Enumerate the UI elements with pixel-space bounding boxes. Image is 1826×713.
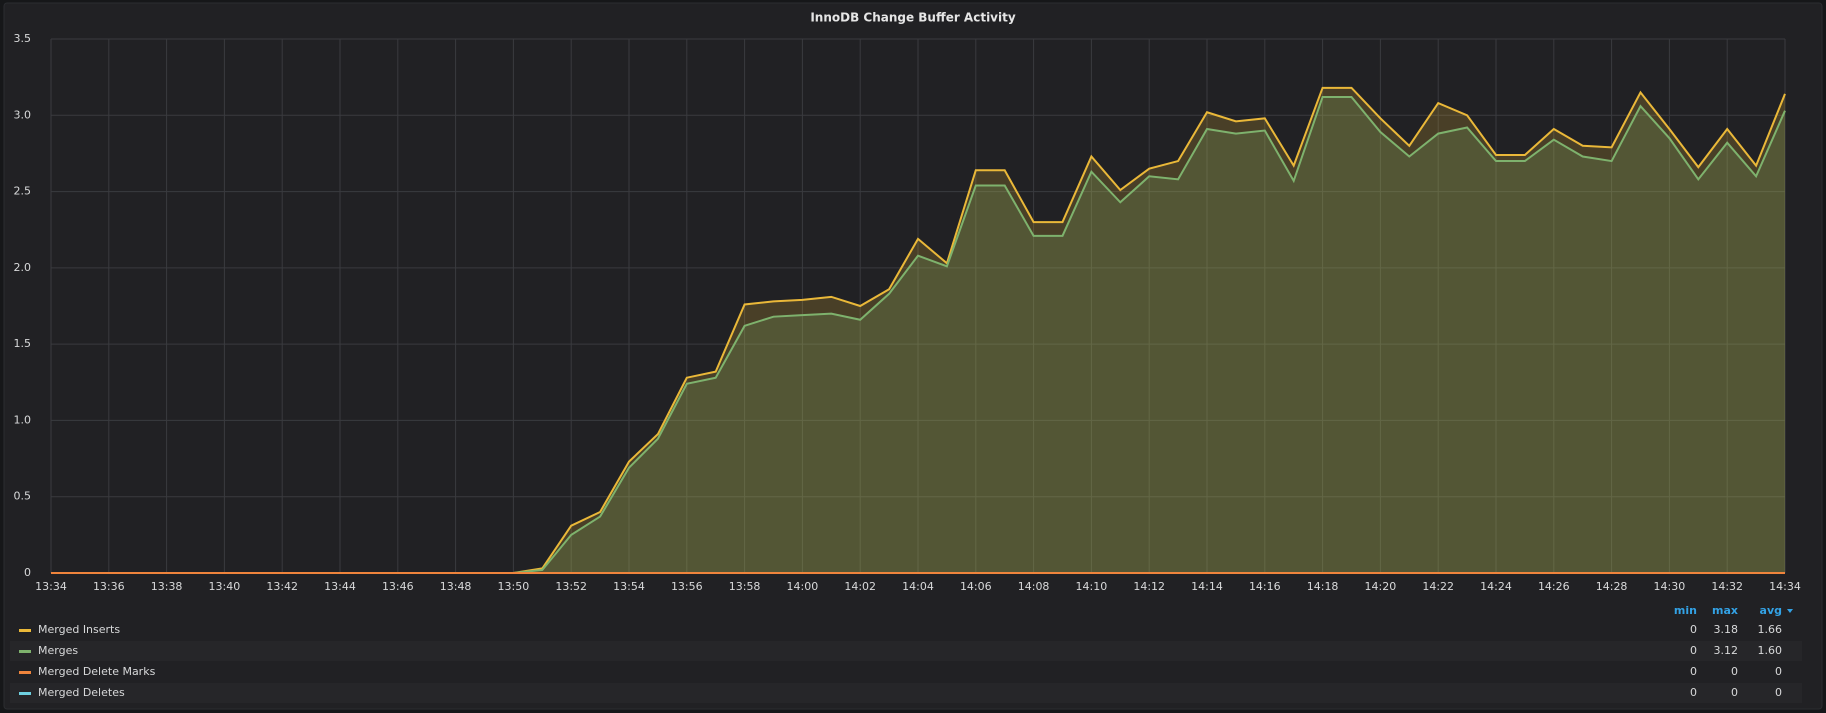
legend-stat: 0 bbox=[1775, 665, 1782, 678]
x-tick-label: 14:00 bbox=[787, 580, 819, 593]
x-tick-label: 13:46 bbox=[382, 580, 414, 593]
legend-stat: 3.12 bbox=[1714, 644, 1739, 657]
y-tick-label: 1.5 bbox=[14, 337, 32, 350]
legend-row-background bbox=[10, 683, 1802, 703]
series-area bbox=[51, 96, 1785, 573]
x-tick-label: 14:12 bbox=[1133, 580, 1165, 593]
legend-stat: 0 bbox=[1775, 686, 1782, 699]
x-tick-label: 13:50 bbox=[498, 580, 530, 593]
legend-column-header[interactable]: min bbox=[1674, 604, 1697, 617]
legend-column-header[interactable]: avg bbox=[1760, 604, 1782, 617]
x-tick-label: 13:42 bbox=[266, 580, 298, 593]
legend-stat: 1.60 bbox=[1758, 644, 1783, 657]
x-tick-label: 13:34 bbox=[35, 580, 67, 593]
sort-arrow[interactable] bbox=[1787, 609, 1793, 613]
x-tick-label: 14:14 bbox=[1191, 580, 1223, 593]
x-tick-label: 13:44 bbox=[324, 580, 356, 593]
x-tick-label: 13:56 bbox=[671, 580, 703, 593]
x-tick-label: 13:36 bbox=[93, 580, 125, 593]
legend-label[interactable]: Merged Delete Marks bbox=[38, 665, 156, 678]
series-area bbox=[51, 87, 1785, 573]
legend-swatch bbox=[19, 629, 31, 632]
x-tick-label: 13:48 bbox=[440, 580, 472, 593]
legend-stat: 1.66 bbox=[1758, 623, 1783, 636]
x-tick-label: 14:24 bbox=[1480, 580, 1512, 593]
y-tick-label: 3.5 bbox=[14, 32, 32, 45]
x-tick-label: 14:16 bbox=[1249, 580, 1281, 593]
y-tick-label: 0.5 bbox=[14, 490, 32, 503]
x-tick-label: 14:06 bbox=[960, 580, 992, 593]
legend-swatch bbox=[19, 671, 31, 674]
legend-stat: 0 bbox=[1731, 686, 1738, 699]
y-tick-label: 1.0 bbox=[14, 413, 32, 426]
x-tick-label: 14:02 bbox=[844, 580, 876, 593]
x-tick-label: 13:54 bbox=[613, 580, 645, 593]
legend-label[interactable]: Merges bbox=[38, 644, 78, 657]
y-tick-label: 2.5 bbox=[14, 185, 32, 198]
x-tick-label: 14:30 bbox=[1654, 580, 1686, 593]
panel-background bbox=[3, 2, 1823, 710]
legend-stat: 3.18 bbox=[1714, 623, 1739, 636]
x-tick-label: 14:32 bbox=[1711, 580, 1743, 593]
x-tick-label: 14:26 bbox=[1538, 580, 1570, 593]
legend-stat: 0 bbox=[1690, 644, 1697, 657]
x-tick-label: 14:34 bbox=[1769, 580, 1801, 593]
x-tick-label: 14:10 bbox=[1076, 580, 1108, 593]
legend-row-background bbox=[10, 641, 1802, 661]
y-tick-label: 0 bbox=[24, 566, 31, 579]
x-tick-label: 14:20 bbox=[1365, 580, 1397, 593]
legend-stat: 0 bbox=[1690, 686, 1697, 699]
legend-stat: 0 bbox=[1690, 623, 1697, 636]
x-tick-label: 14:04 bbox=[902, 580, 934, 593]
panel-title: InnoDB Change Buffer Activity bbox=[810, 11, 1016, 25]
legend-stat: 0 bbox=[1690, 665, 1697, 678]
legend-stat: 0 bbox=[1731, 665, 1738, 678]
x-tick-label: 13:58 bbox=[729, 580, 761, 593]
x-tick-label: 14:28 bbox=[1596, 580, 1628, 593]
y-tick-label: 3.0 bbox=[14, 108, 32, 121]
x-tick-label: 14:18 bbox=[1307, 580, 1339, 593]
x-tick-label: 14:08 bbox=[1018, 580, 1050, 593]
legend-column-header[interactable]: max bbox=[1712, 604, 1738, 617]
x-tick-label: 13:38 bbox=[151, 580, 183, 593]
legend-swatch bbox=[19, 692, 31, 695]
y-tick-label: 2.0 bbox=[14, 261, 32, 274]
legend-swatch bbox=[19, 650, 31, 653]
x-tick-label: 13:40 bbox=[209, 580, 241, 593]
legend-label[interactable]: Merged Inserts bbox=[38, 623, 120, 636]
x-tick-label: 13:52 bbox=[555, 580, 587, 593]
legend-label[interactable]: Merged Deletes bbox=[38, 686, 125, 699]
x-tick-label: 14:22 bbox=[1422, 580, 1454, 593]
